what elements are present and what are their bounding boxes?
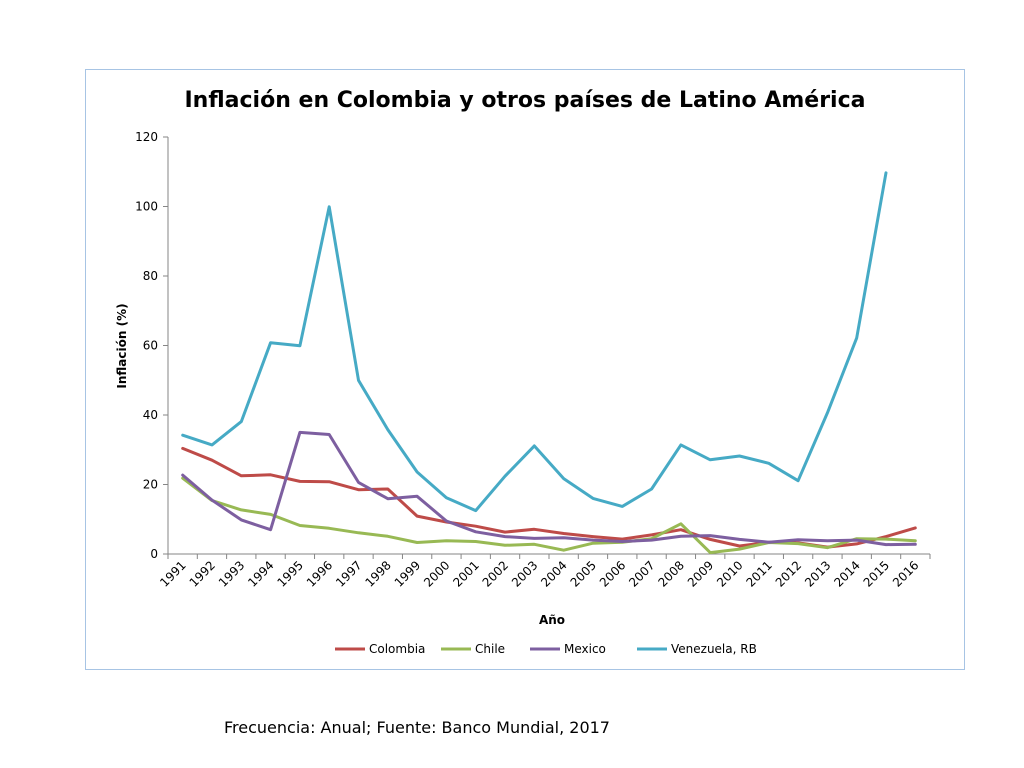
x-tick-label: 1996 <box>304 558 335 589</box>
chart-title: Inflación en Colombia y otros países de … <box>185 88 866 113</box>
x-tick-label: 2003 <box>509 558 540 589</box>
x-tick-label: 1993 <box>216 558 247 589</box>
axes: 0204060801001201991199219931994199519961… <box>135 130 931 590</box>
x-tick-label: 2002 <box>480 558 511 589</box>
x-tick-label: 2006 <box>597 558 628 589</box>
y-tick-label: 120 <box>135 130 158 144</box>
x-tick-label: 2001 <box>450 558 481 589</box>
legend-item: Colombia <box>335 642 425 656</box>
legend: Colombia Chile Mexico Venezuela, RB <box>335 642 757 656</box>
x-tick-label: 2000 <box>421 558 452 589</box>
x-tick-label: 2007 <box>626 558 657 589</box>
legend-label: Chile <box>475 642 505 656</box>
legend-label: Colombia <box>369 642 425 656</box>
x-tick-label: 1998 <box>362 558 393 589</box>
x-tick-label: 2008 <box>656 558 687 589</box>
legend-item: Chile <box>441 642 505 656</box>
y-tick-label: 40 <box>143 408 158 422</box>
legend-label: Venezuela, RB <box>671 642 757 656</box>
x-tick-label: 2010 <box>714 558 745 589</box>
series-line-chile <box>181 476 917 555</box>
x-tick-label: 1997 <box>333 558 364 589</box>
series-line-venezuela-rb <box>181 171 888 513</box>
y-tick-label: 0 <box>150 547 158 561</box>
y-tick-label: 60 <box>143 339 158 353</box>
x-tick-label: 2016 <box>890 558 921 589</box>
x-tick-label: 2004 <box>538 558 569 589</box>
y-axis-label: Inflación (%) <box>115 303 129 388</box>
y-tick-label: 80 <box>143 269 158 283</box>
x-tick-label: 2015 <box>861 558 892 589</box>
legend-item: Venezuela, RB <box>637 642 757 656</box>
legend-item: Mexico <box>530 642 606 656</box>
x-tick-label: 2012 <box>773 558 804 589</box>
x-tick-label: 2014 <box>831 558 862 589</box>
x-tick-label: 2009 <box>685 558 716 589</box>
line-chart: Inflación en Colombia y otros países de … <box>115 88 931 656</box>
x-tick-label: 1999 <box>392 558 423 589</box>
x-tick-label: 2013 <box>802 558 833 589</box>
chart-frame <box>85 69 965 670</box>
legend-label: Mexico <box>564 642 606 656</box>
y-tick-label: 20 <box>143 478 158 492</box>
x-tick-label: 1991 <box>157 558 188 589</box>
x-tick-label: 1995 <box>275 558 306 589</box>
x-axis-label: Año <box>539 613 565 627</box>
x-tick-label: 1994 <box>245 558 276 589</box>
source-caption: Frecuencia: Anual; Fuente: Banco Mundial… <box>224 718 610 737</box>
x-tick-label: 2011 <box>743 558 774 589</box>
x-tick-label: 1992 <box>187 558 218 589</box>
x-tick-label: 2005 <box>568 558 599 589</box>
y-tick-label: 100 <box>135 200 158 214</box>
series-line-mexico <box>181 430 917 547</box>
series-lines <box>181 171 917 555</box>
